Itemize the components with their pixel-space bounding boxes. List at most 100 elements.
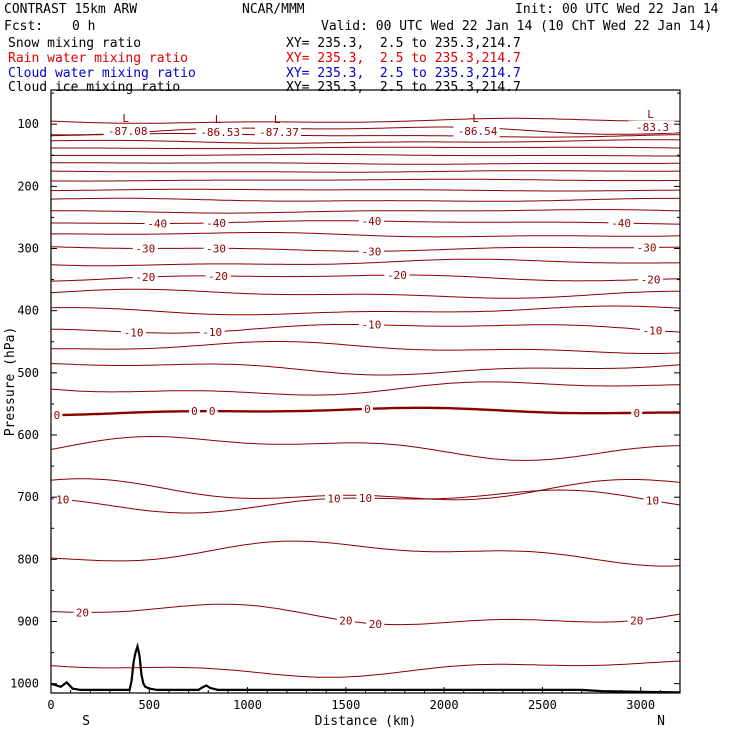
contour-label: -20 <box>135 271 155 284</box>
isotherm-contour <box>50 363 681 376</box>
contour-label-bg <box>358 318 384 331</box>
contour-label-bg <box>53 493 72 506</box>
minimum-marker: L <box>274 113 281 126</box>
legend-xy-rain: XY= 235.3, 2.5 to 235.3,214.7 <box>286 51 521 66</box>
header-init: Init: 00 UTC Wed 22 Jan 14 <box>515 2 719 17</box>
isotherm-contour <box>51 162 680 165</box>
contour-label-bg <box>643 494 662 507</box>
contour-label-bg <box>144 217 170 230</box>
contour-label: -30 <box>135 242 155 255</box>
terrain-surface-line <box>50 642 681 694</box>
y-tick-label: 400 <box>17 304 39 318</box>
isotherm-contour <box>51 232 681 238</box>
contour-label: -10 <box>361 319 381 332</box>
isotherm-contour <box>50 435 681 461</box>
isotherm-contour <box>50 153 681 157</box>
y-tick-label: 1000 <box>10 677 39 691</box>
isotherm-contour <box>51 170 680 173</box>
x-tick-label: 1500 <box>331 698 360 712</box>
isotherm-contour <box>51 146 680 150</box>
minimum-value-label: -87.08 <box>108 125 148 138</box>
isotherm-contour <box>50 209 681 214</box>
contour-label: 0 <box>54 409 61 422</box>
minimum-label-bg <box>103 125 150 138</box>
isotherm-contour <box>50 126 681 136</box>
contour-label-bg <box>608 217 634 230</box>
contour-label: 10 <box>359 492 372 505</box>
header-fcst-value: 0 h <box>72 19 96 34</box>
y-axis-label: Pressure (hPa) <box>3 327 18 437</box>
contour-label: -10 <box>643 324 663 337</box>
contour-label: -40 <box>147 218 167 231</box>
contour-label: -40 <box>206 217 226 230</box>
contour-label-bg <box>366 617 385 630</box>
x-axis-label: Distance (km) <box>315 714 417 729</box>
x-tick-label: 2500 <box>528 698 557 712</box>
legend-xy-snow: XY= 235.3, 2.5 to 235.3,214.7 <box>286 36 521 51</box>
contour-label: -10 <box>202 326 222 339</box>
contour-label-bg <box>336 614 355 627</box>
isotherm-contour <box>51 188 680 192</box>
contour-label-bg <box>132 242 158 255</box>
header-valid: Valid: 00 UTC Wed 22 Jan 14 (10 ChT Wed … <box>321 19 713 34</box>
isotherm-contour <box>51 139 681 144</box>
contour-label: 20 <box>339 615 352 628</box>
contour-label: 20 <box>76 606 89 619</box>
legend-xy-cloud-ice: XY= 235.3, 2.5 to 235.3,214.7 <box>286 80 521 95</box>
contour-label-bg <box>206 405 218 418</box>
contour-label-bg <box>51 408 63 421</box>
contour-label-bg <box>631 406 643 419</box>
isotherm-contour <box>50 197 680 202</box>
y-tick-label: 500 <box>17 366 39 380</box>
header-model: CONTRAST 15km ARW <box>4 2 138 17</box>
contour-label-bg <box>634 241 660 254</box>
contour-label-bg <box>358 214 384 227</box>
contour-label: -30 <box>206 242 226 255</box>
contour-label-bg <box>203 242 229 255</box>
contour-label: -40 <box>611 217 631 230</box>
contour-label-bg <box>188 405 200 418</box>
x-tick-label: 2000 <box>430 698 459 712</box>
minimum-label-bg <box>628 120 675 133</box>
y-tick-label: 200 <box>17 179 39 193</box>
contour-label: -20 <box>387 269 407 282</box>
y-tick-label: 900 <box>17 615 39 629</box>
legend-xy-cloud-water: XY= 235.3, 2.5 to 235.3,214.7 <box>286 66 521 81</box>
contour-label-bg <box>638 273 664 286</box>
y-tick-label: 300 <box>17 242 39 256</box>
contour-label: 0 <box>209 405 216 418</box>
minimum-marker: L <box>647 108 654 121</box>
contour-label: 0 <box>191 405 198 418</box>
contour-label: 0 <box>364 403 371 416</box>
contour-label: 10 <box>327 492 340 505</box>
contour-label: -10 <box>124 326 144 339</box>
isotherm-contour <box>50 381 680 396</box>
contour-label: -30 <box>361 245 381 258</box>
contour-label: 20 <box>369 618 382 631</box>
minimum-marker: L <box>122 112 129 125</box>
minimum-value-label: -83.3 <box>636 121 669 134</box>
minimum-value-label: -87.37 <box>259 126 299 139</box>
minimum-value-label: -86.54 <box>458 125 498 138</box>
isotherm-contour <box>50 540 681 567</box>
contour-label-bg <box>384 269 410 282</box>
isotherm-contour <box>50 660 681 678</box>
contour-label: 20 <box>630 614 643 627</box>
header-fcst-label: Fcst: <box>4 19 44 34</box>
contour-label-bg <box>358 245 384 258</box>
header-org: NCAR/MMM <box>242 2 305 17</box>
minimum-marker: L <box>215 113 222 126</box>
legend-label-rain: Rain water mixing ratio <box>8 51 189 66</box>
minimum-marker: L <box>472 112 479 125</box>
contour-label-bg <box>203 216 229 229</box>
contour-label-bg <box>361 402 373 415</box>
contour-label-bg <box>639 324 665 337</box>
minimum-label-bg <box>255 125 302 138</box>
contour-label-bg <box>205 269 231 282</box>
contour-label: 10 <box>56 494 69 507</box>
isotherm-contour <box>50 288 681 299</box>
x-tick-label: 3000 <box>626 698 655 712</box>
contour-label-bg <box>627 614 646 627</box>
contour-label-bg <box>132 271 158 284</box>
contour-label: -20 <box>208 270 228 283</box>
